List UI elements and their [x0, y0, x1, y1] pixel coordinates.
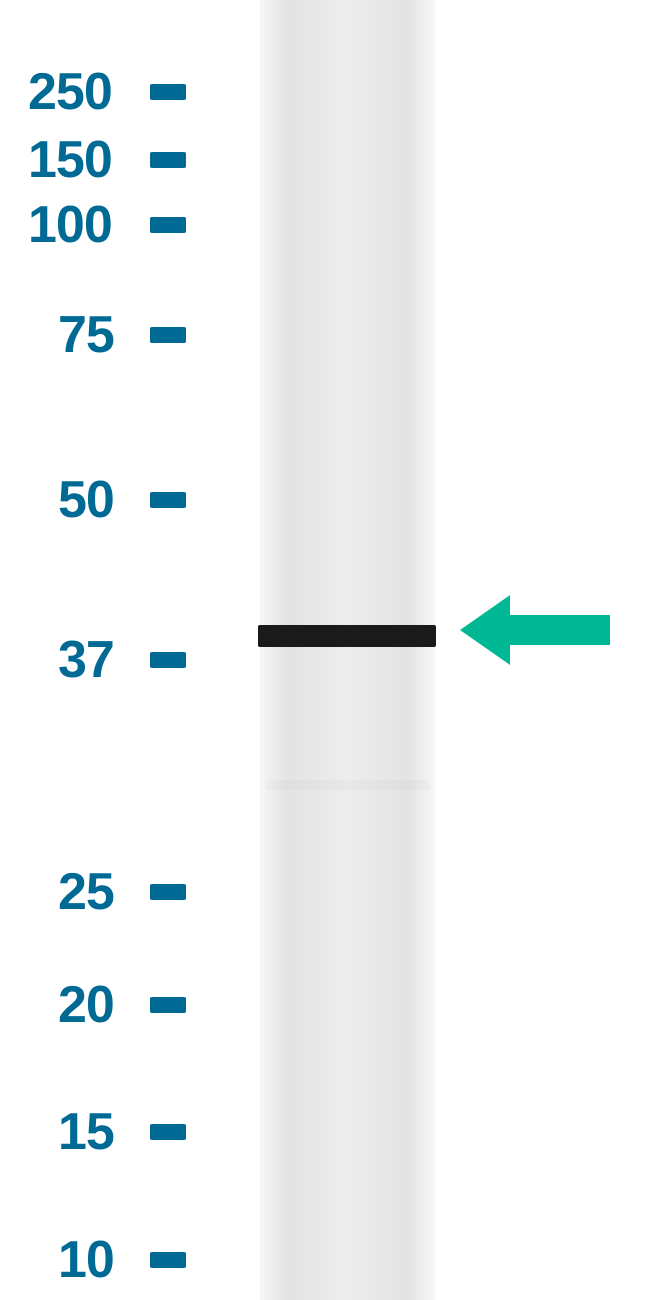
marker-dash — [150, 84, 186, 100]
marker-dash — [150, 884, 186, 900]
marker-dash — [150, 1124, 186, 1140]
arrow-head-icon — [460, 595, 510, 665]
marker-label-15: 15 — [58, 1102, 114, 1162]
marker-label-250: 250 — [28, 62, 112, 122]
marker-dash — [150, 652, 186, 668]
marker-label-20: 20 — [58, 975, 114, 1035]
marker-dash — [150, 997, 186, 1013]
marker-dash — [150, 152, 186, 168]
western-blot-figure: 250 150 100 75 50 37 25 20 15 10 — [0, 0, 650, 1300]
marker-label-75: 75 — [58, 305, 114, 365]
faint-band — [265, 780, 430, 790]
arrow-shaft — [510, 615, 610, 645]
marker-label-150: 150 — [28, 130, 112, 190]
marker-dash — [150, 492, 186, 508]
protein-band — [258, 625, 436, 647]
marker-label-10: 10 — [58, 1230, 114, 1290]
marker-dash — [150, 217, 186, 233]
marker-dash — [150, 1252, 186, 1268]
marker-label-100: 100 — [28, 195, 112, 255]
blot-lane — [260, 0, 435, 1300]
marker-label-50: 50 — [58, 470, 114, 530]
marker-label-37: 37 — [58, 630, 114, 690]
marker-dash — [150, 327, 186, 343]
marker-label-25: 25 — [58, 862, 114, 922]
